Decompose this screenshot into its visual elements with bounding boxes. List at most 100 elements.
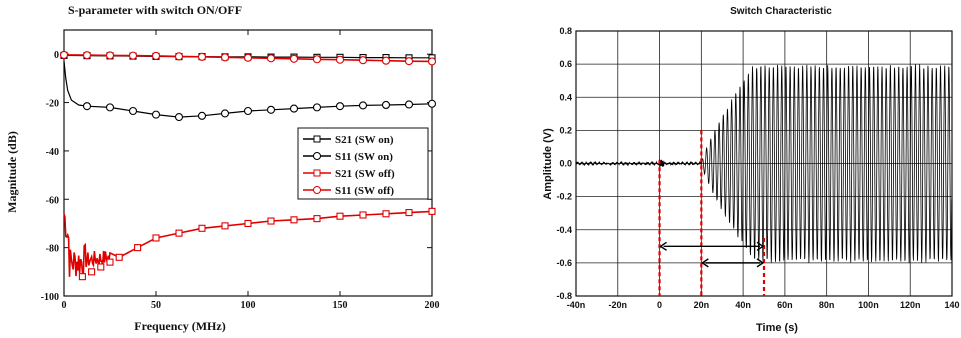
y-tick-label: -60: [46, 195, 59, 206]
data-point-circle: [427, 99, 437, 108]
data-point-circle: [151, 110, 161, 119]
data-point-square: [198, 224, 206, 232]
x-tick-label: 140: [944, 300, 959, 310]
data-point-square: [97, 263, 105, 271]
x-tick-label: -40n: [567, 300, 586, 310]
data-point-square: [382, 210, 390, 218]
data-point-square: [313, 215, 321, 223]
series-2: [63, 207, 436, 281]
time-interval-arrow: [659, 241, 765, 251]
data-point-circle: [381, 100, 391, 110]
data-point-square: [290, 216, 298, 224]
y-tick-label: -80: [46, 244, 59, 255]
data-point-square: [359, 211, 367, 219]
data-point-square: [336, 212, 344, 220]
y-tick-label: -0.4: [556, 225, 572, 235]
data-point-circle: [197, 111, 207, 120]
data-point-circle: [312, 55, 322, 64]
x-tick-label: 60n: [777, 300, 793, 310]
right-chart-signal: [575, 64, 953, 263]
data-point-circle: [335, 102, 345, 111]
x-tick-label: 50: [151, 300, 161, 311]
series-1: [63, 61, 437, 122]
x-tick-label: 40n: [735, 300, 751, 310]
y-tick-label: 0.8: [559, 26, 572, 36]
data-point-circle: [381, 56, 391, 65]
y-tick-label: -40: [46, 147, 59, 158]
data-point-circle: [266, 105, 276, 114]
legend-label: S21 (SW on): [335, 134, 394, 146]
x-tick-label: 100: [241, 300, 256, 311]
data-point-square: [106, 258, 114, 266]
x-tick-label: -20n: [609, 300, 628, 310]
data-point-circle: [220, 109, 230, 118]
data-point-square: [78, 273, 86, 281]
data-point-circle: [404, 57, 414, 66]
data-point-square: [115, 253, 123, 261]
left-chart-x-axis-label: Frequency (MHz): [134, 319, 225, 333]
data-point-circle: [59, 50, 69, 59]
x-tick-label: 100n: [858, 300, 879, 310]
arrow-head-left: [659, 241, 667, 251]
data-point-square: [152, 234, 160, 242]
time-interval-arrow: [701, 258, 765, 268]
data-point-circle: [105, 103, 115, 112]
legend-label: S11 (SW off): [335, 185, 394, 197]
y-tick-label: -20: [46, 99, 59, 110]
data-point-circle: [220, 53, 230, 62]
left-chart-series: [59, 50, 437, 281]
arrow-head-right: [756, 241, 765, 251]
right-chart-x-axis-label: Time (s): [756, 322, 798, 334]
legend-marker-square: [313, 169, 321, 177]
data-point-square: [134, 244, 142, 252]
data-point-circle: [128, 106, 138, 116]
left-chart-axes: 0 50 100 150 200 0 -20 -40 -60 -80 -100: [41, 29, 440, 311]
data-point-circle: [174, 52, 184, 61]
data-point-circle: [335, 55, 345, 64]
left-chart-title: S-parameter with switch ON/OFF: [68, 3, 242, 17]
data-point-square: [175, 229, 183, 237]
x-tick-label: 0: [657, 300, 662, 310]
y-tick-label: 0.6: [559, 59, 572, 69]
x-tick-label: 150: [333, 300, 348, 311]
y-tick-label: 0.4: [559, 92, 572, 102]
y-tick-label: -100: [41, 292, 59, 303]
legend-label: S11 (SW on): [335, 151, 393, 163]
legend-label: S21 (SW off): [335, 168, 395, 180]
right-chart-markers: [658, 130, 766, 296]
data-point-square: [405, 209, 413, 217]
x-tick-label: 20n: [694, 300, 710, 310]
y-tick-label: 0.2: [559, 125, 572, 135]
series-3: [59, 50, 437, 66]
data-point-square: [221, 222, 229, 230]
data-point-circle: [151, 51, 161, 60]
data-point-square: [244, 219, 252, 228]
data-point-circle: [427, 57, 437, 66]
data-point-circle: [312, 103, 322, 112]
data-point-square: [428, 207, 436, 215]
left-chart: S-parameter with switch ON/OFF Magnitude…: [5, 3, 440, 333]
data-point-square: [88, 268, 96, 276]
data-point-circle: [404, 100, 414, 109]
data-point-circle: [243, 53, 253, 62]
left-chart-y-axis-label: Magnitude (dB): [5, 131, 19, 213]
data-point-circle: [82, 51, 92, 60]
y-tick-label: -0.2: [556, 192, 572, 202]
series-line: [63, 210, 433, 277]
data-point-circle: [82, 102, 92, 111]
y-tick-label: 0: [54, 50, 59, 61]
data-point-square: [267, 217, 275, 225]
right-chart: Switch Characteristic Amplitude (V) Time…: [542, 6, 960, 334]
data-point-circle: [105, 51, 115, 60]
legend-marker-circle: [313, 152, 321, 160]
x-tick-label: 200: [425, 300, 440, 311]
y-tick-label: -0.8: [556, 291, 572, 301]
data-point-circle: [289, 104, 299, 113]
legend-marker-square: [313, 135, 321, 143]
arrow-head-left: [701, 258, 709, 268]
signal-waveform: [575, 64, 953, 263]
data-point-circle: [266, 54, 276, 63]
data-point-circle: [197, 52, 207, 61]
left-chart-legend: S21 (SW on) S11 (SW on) S21 (SW off) S11 (S…: [297, 127, 429, 200]
x-tick-label: 120n: [900, 300, 921, 310]
